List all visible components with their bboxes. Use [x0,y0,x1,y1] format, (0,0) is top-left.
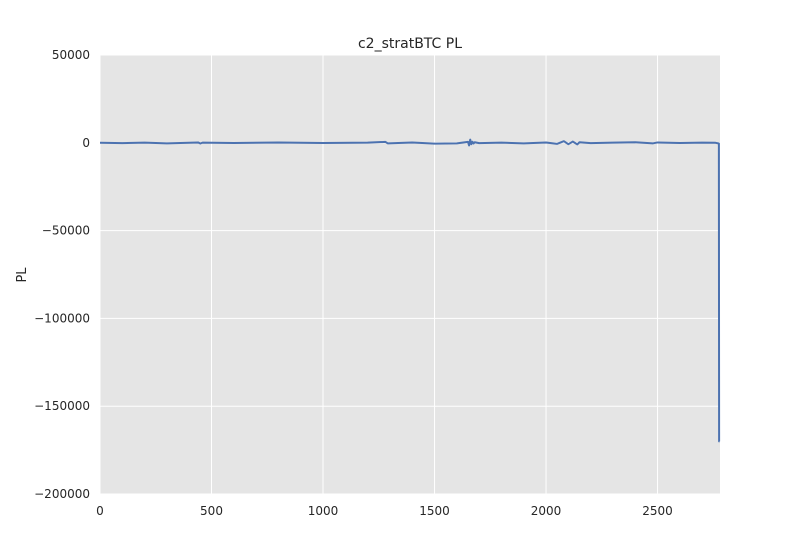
x-tick-label: 2000 [531,504,562,518]
y-tick-labels: 50000 0 −50000 −100000 −150000 −200000 [34,48,90,501]
y-tick-label: 0 [82,136,90,150]
x-tick-label: 1500 [419,504,450,518]
x-tick-labels: 0 500 1000 1500 2000 2500 [96,504,673,518]
x-tick-label: 1000 [308,504,339,518]
plot-area [100,55,720,494]
y-tick-label: −100000 [34,311,90,325]
x-tick-label: 2500 [642,504,673,518]
series-layer [99,138,721,443]
y-gridlines [100,54,720,495]
y-tick-label: −50000 [42,224,90,238]
series-line [99,138,721,443]
y-axis-label: PL [15,267,30,283]
y-tick-label: −200000 [34,487,90,501]
y-tick-label: 50000 [52,48,90,62]
y-tick-label: −150000 [34,399,90,413]
x-tick-label: 500 [200,504,223,518]
chart-title: c2_stratBTC PL [358,36,462,52]
x-gridlines [99,55,659,494]
x-tick-label: 0 [96,504,104,518]
